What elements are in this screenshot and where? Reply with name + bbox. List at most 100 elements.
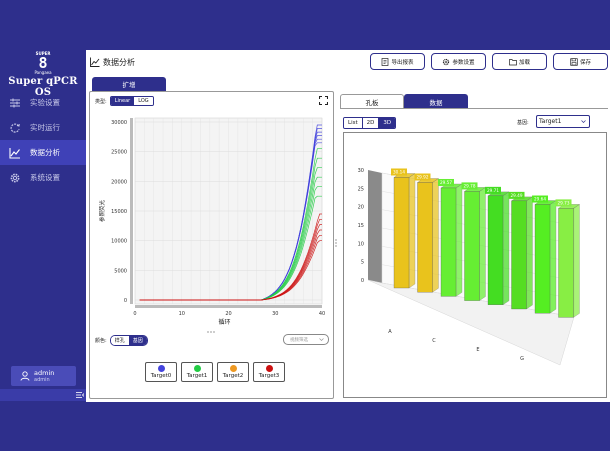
legend-dot	[157, 365, 165, 372]
x-tick-label: 10	[179, 311, 185, 317]
gene-select[interactable]: Target1	[536, 115, 590, 128]
bar-label-bg	[555, 199, 572, 207]
color-by-label: 颜色:	[95, 338, 107, 344]
bar-side	[573, 204, 580, 318]
color-by-well-option[interactable]: 样孔	[110, 336, 129, 345]
param-settings-button[interactable]: 参数设置	[431, 53, 486, 70]
bar-side	[549, 200, 557, 314]
target-legend: Target0 Target1 Target2 Target3	[145, 362, 285, 382]
save-button[interactable]: 保存	[553, 53, 608, 70]
horizontal-drag-handle[interactable]	[207, 331, 215, 333]
legend-target2[interactable]: Target2	[217, 362, 249, 382]
export-report-button[interactable]: 导出报表	[370, 53, 425, 70]
bar-value-label: 30.14	[393, 170, 405, 175]
collapse-menu-icon[interactable]	[76, 391, 84, 399]
legend-target1[interactable]: Target1	[181, 362, 213, 382]
brand-logo: SUPER 8 Pangaea Super qPCR OS	[0, 50, 86, 98]
gear-icon	[443, 58, 450, 65]
legend-label: Target0	[150, 373, 172, 379]
load-button[interactable]: 加载	[492, 53, 547, 70]
vertical-drag-handle[interactable]	[335, 239, 337, 247]
sidebar-item-label: 数据分析	[30, 148, 60, 157]
tab-data[interactable]: 数据	[404, 94, 468, 108]
x-tick-label: 40	[319, 311, 325, 317]
view-2d-option[interactable]: 2D	[362, 118, 380, 128]
sidebar-footer	[0, 389, 86, 401]
view-3d-option[interactable]: 3D	[379, 118, 396, 128]
user-icon	[20, 371, 30, 381]
bar	[487, 195, 504, 305]
bar-label-bg	[461, 182, 478, 190]
top-header: 数据分析 导出报表 参数设置 加载 保存	[86, 50, 610, 74]
bar-label-bg	[391, 168, 407, 176]
x-tick-label: 30	[272, 311, 278, 317]
brand-sub: Pangaea	[34, 70, 52, 75]
bar-side	[479, 187, 486, 301]
scale-toggle: Linear LOG	[109, 96, 154, 106]
sidebar-item-system-settings[interactable]: 系统设置	[0, 165, 86, 190]
save-icon	[570, 57, 578, 66]
tab-plate[interactable]: 孔板	[340, 94, 404, 108]
y-axis-label: 参照荧光	[98, 200, 106, 223]
amplification-chart[interactable]: 0 5000 10000 15000 20000 25000 30000 0 10 20 30 40 参…	[90, 110, 333, 328]
sidebar-item-experiment-setup[interactable]: 实验设置	[0, 90, 86, 115]
legend-label: Target1	[186, 373, 208, 379]
view-list-option[interactable]: List	[344, 118, 363, 128]
x-tick-label: G	[520, 356, 524, 362]
bar-value-label: 29.49	[511, 193, 523, 198]
x-tick-label: 20	[225, 311, 231, 317]
sidebar-item-realtime-run[interactable]: 实时运行	[0, 115, 86, 140]
sidebar-item-data-analysis[interactable]: 数据分析	[0, 140, 86, 165]
color-by-toggle: 样孔 基因	[109, 335, 148, 346]
chevron-down-icon	[319, 338, 324, 341]
bar-side	[526, 196, 533, 310]
amplification-panel: 类型: Linear LOG 0 5000 10000 15000 20000 25000…	[89, 91, 334, 399]
bar-value-label: 29.64	[534, 197, 546, 202]
main-content: 扩增 类型: Linear LOG 0 5000 10000 15000 20000 25…	[86, 74, 610, 402]
scale-type-label: 类型:	[95, 98, 107, 105]
bar-label-bg	[508, 191, 525, 199]
bar-chart-3d[interactable]: 0 5 10 15 20 25 30 30.14 29.92 29.57 29.78 29.71 29.…	[344, 133, 608, 399]
sidebar-item-label: 实时运行	[30, 123, 60, 132]
y-tick-label: 30000	[111, 120, 127, 126]
filter-select[interactable]: 视频筛选	[283, 334, 329, 345]
brand-mark: 8	[38, 54, 48, 72]
tab-amplification[interactable]: 扩增	[92, 77, 166, 91]
gene-select-label: 基因:	[517, 120, 529, 126]
x-tick-label: C	[432, 338, 436, 344]
refresh-icon	[0, 122, 30, 134]
fullscreen-icon[interactable]	[319, 96, 328, 105]
bar-side	[455, 183, 463, 297]
export-report-label: 导出报表	[391, 59, 414, 66]
x-tick-label: A	[388, 329, 392, 335]
legend-label: Target3	[258, 373, 280, 379]
color-by-gene-option[interactable]: 基因	[128, 336, 147, 345]
y-tick-label: 20000	[111, 179, 127, 185]
bar	[393, 177, 410, 289]
user-badge[interactable]: admin admin	[11, 366, 76, 386]
legend-target3[interactable]: Target3	[253, 362, 285, 382]
folder-icon	[509, 58, 517, 65]
legend-dot	[229, 365, 237, 372]
legend-target0[interactable]: Target0	[145, 362, 177, 382]
legend-label: Target2	[222, 373, 244, 379]
color-by-row: 颜色: 样孔 基因	[95, 335, 148, 346]
y-tick-label: 25	[358, 186, 364, 192]
bar-side	[502, 191, 510, 306]
y-tick-label: 0	[124, 298, 127, 304]
scale-linear-option[interactable]: Linear	[110, 97, 135, 105]
legend-dot	[265, 365, 273, 372]
x-tick-label: E	[476, 347, 479, 353]
bar-value-label: 29.57	[440, 180, 452, 185]
bar-label-bg	[438, 178, 454, 186]
gene-select-value: Target1	[539, 118, 562, 125]
x-scrollbar	[135, 305, 322, 308]
filter-select-placeholder: 视频筛选	[290, 337, 308, 343]
y-tick-label: 0	[361, 278, 364, 284]
bar-label-bg	[485, 186, 501, 194]
load-label: 加载	[518, 59, 530, 66]
bar-label-bg	[532, 195, 548, 203]
scale-log-option[interactable]: LOG	[134, 97, 153, 105]
bar	[534, 204, 551, 314]
bar-side	[408, 173, 416, 289]
